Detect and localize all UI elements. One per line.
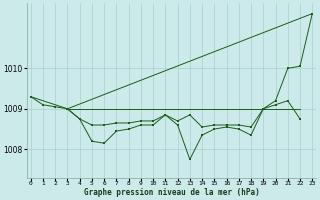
X-axis label: Graphe pression niveau de la mer (hPa): Graphe pression niveau de la mer (hPa)	[84, 188, 259, 197]
